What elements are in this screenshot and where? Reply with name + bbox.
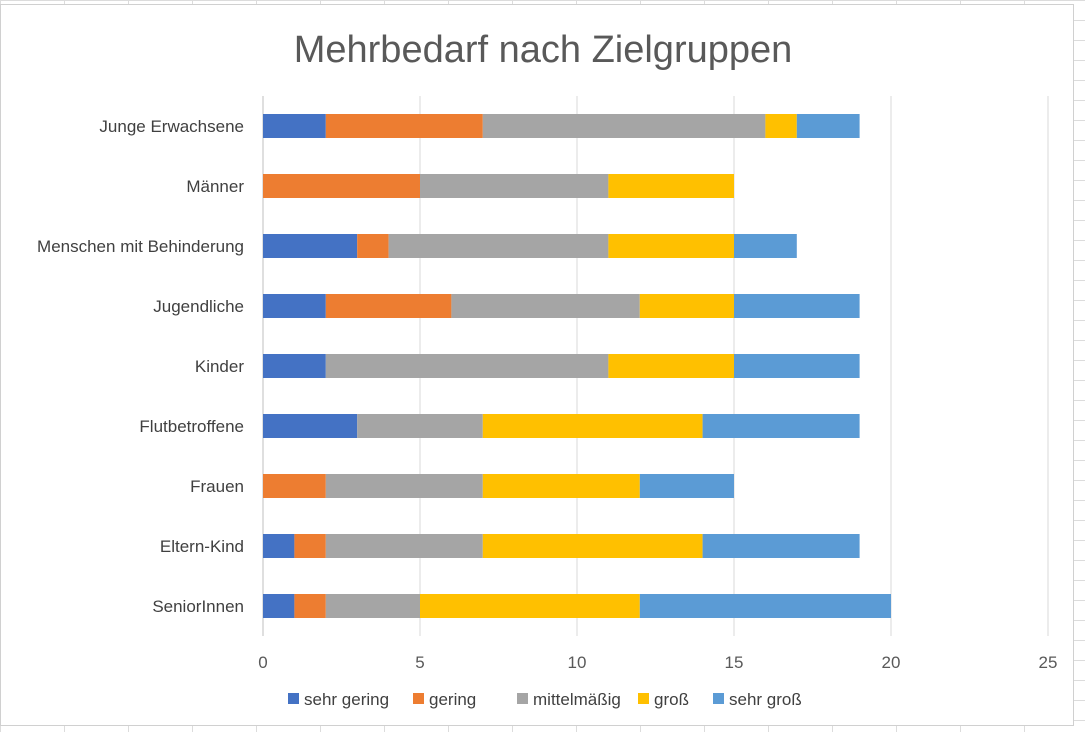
bar-segment [420,174,609,198]
legend-label: sehr gering [304,690,389,709]
bar-segment [482,114,766,138]
bar-segment [263,114,326,138]
bar-segment [357,234,389,258]
bar-segment [263,234,358,258]
bar-segment [639,294,734,318]
x-tick-label: 0 [258,653,267,672]
bar-segment [608,174,734,198]
legend-label: gering [429,690,476,709]
bar-segment [482,414,703,438]
bar-segment [388,234,609,258]
legend-swatch [638,693,649,704]
x-tick-label: 5 [415,653,424,672]
bar-segment [608,354,734,378]
bar-segment [420,594,640,618]
bar-segment [325,474,483,498]
legend: sehr gering gering mittelmäßig groß sehr gro… [288,690,802,709]
legend-swatch [288,693,299,704]
legend-swatch [413,693,424,704]
bar-segment [639,474,734,498]
x-tick-label: 25 [1039,653,1058,672]
bar-segment [639,594,891,618]
category-labels: Junge Erwachsene Männer Menschen mit Behin… [37,117,244,616]
x-tick-label: 15 [725,653,744,672]
bar-segment [734,294,860,318]
bar-segment [482,474,640,498]
chart-title: Mehrbedarf nach Zielgruppen [294,29,793,71]
bar-segment [451,294,640,318]
bar-segment [702,534,860,558]
bar-segment [325,594,420,618]
bar-segment [325,294,452,318]
bar-segment [263,414,358,438]
category-label: Junge Erwachsene [99,117,244,136]
bar-segment [734,234,797,258]
bar-segment [796,114,860,138]
category-label: Kinder [195,357,244,376]
category-label: Jugendliche [153,297,244,316]
legend-swatch [713,693,724,704]
category-label: Männer [186,177,244,196]
bar-segment [765,114,797,138]
bar-segment [263,474,326,498]
bar-segment [325,354,609,378]
legend-label: groß [654,690,689,709]
bar-segment [294,534,326,558]
legend-swatch [517,693,528,704]
legend-label: mittelmäßig [533,690,621,709]
bar-segment [357,414,483,438]
category-label: Frauen [190,477,244,496]
x-tick-label: 10 [568,653,587,672]
bar-segment [325,534,483,558]
bar-segment [263,354,326,378]
bar-segment [263,294,326,318]
category-label: SeniorInnen [152,597,244,616]
x-tick-labels: 0 5 10 15 20 25 [258,653,1057,672]
bar-segment [263,174,420,198]
legend-label: sehr groß [729,690,802,709]
bar-segment [734,354,860,378]
category-label: Eltern-Kind [160,537,244,556]
bar-segment [702,414,860,438]
bar-segment [263,594,295,618]
bar-segment [608,234,734,258]
bar-segment [263,534,295,558]
x-tick-label: 20 [882,653,901,672]
bars [263,114,891,618]
category-label: Flutbetroffene [139,417,244,436]
category-label: Menschen mit Behinderung [37,237,244,256]
bar-segment [482,534,703,558]
bar-segment [325,114,483,138]
bar-segment [294,594,326,618]
